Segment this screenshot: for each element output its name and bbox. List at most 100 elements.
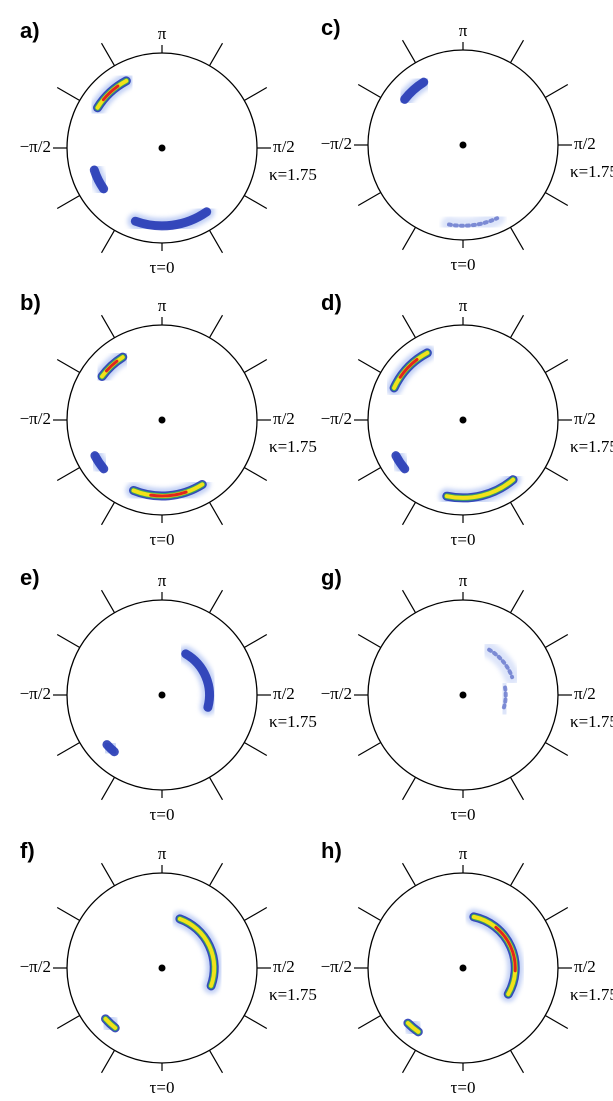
- kappa-label: κ=1.75: [269, 985, 317, 1004]
- tick: [243, 633, 268, 649]
- kappa-label: κ=1.75: [570, 712, 613, 731]
- center-dot: [459, 691, 467, 699]
- kappa-label: κ=1.75: [570, 985, 613, 1004]
- density-blob: [177, 916, 217, 988]
- angle-label: −π/2: [20, 409, 51, 428]
- panel-label: c): [321, 15, 341, 40]
- tick: [357, 1014, 382, 1030]
- angle-label: π: [158, 24, 167, 43]
- tick: [357, 83, 382, 99]
- tick: [56, 633, 81, 649]
- center-dot: [158, 416, 166, 424]
- angle-label: π/2: [574, 409, 596, 428]
- angle-label: τ=0: [150, 1078, 175, 1097]
- density-blob: [446, 216, 500, 228]
- tick: [243, 1014, 268, 1030]
- tick: [208, 42, 224, 67]
- tick: [357, 466, 382, 482]
- kappa-label: κ=1.75: [269, 437, 317, 456]
- tick: [509, 862, 525, 887]
- angle-label: π/2: [273, 137, 295, 156]
- tick: [357, 741, 382, 757]
- tick: [544, 633, 569, 649]
- tick: [544, 741, 569, 757]
- density-blob: [398, 358, 419, 379]
- angle-label: π/2: [273, 409, 295, 428]
- density-blob: [487, 647, 515, 680]
- angle-label: π: [158, 844, 167, 863]
- panel-label: g): [321, 565, 342, 590]
- tick: [208, 314, 224, 339]
- tick: [509, 776, 525, 801]
- tick: [243, 86, 268, 102]
- density-blob: [149, 490, 188, 498]
- tick: [100, 862, 116, 887]
- polar-panel: f) π −π/2 π/2 κ=1.75 τ=0: [20, 838, 317, 1097]
- density-blob: [103, 1016, 118, 1030]
- center-dot: [459, 141, 467, 149]
- density-blob: [400, 77, 429, 104]
- tick: [208, 1049, 224, 1074]
- density-blob: [501, 685, 508, 712]
- tick: [357, 358, 382, 374]
- angle-label: τ=0: [150, 258, 175, 277]
- angle-label: π: [459, 844, 468, 863]
- angle-label: π: [158, 296, 167, 315]
- angle-label: −π/2: [20, 684, 51, 703]
- tick: [544, 358, 569, 374]
- tick: [509, 589, 525, 614]
- angle-label: τ=0: [451, 1078, 476, 1097]
- tick: [100, 42, 116, 67]
- tick: [56, 86, 81, 102]
- polar-panel: h) π −π/2 π/2 κ=1.75 τ=0: [321, 838, 613, 1097]
- tick: [357, 191, 382, 207]
- density-blob: [101, 84, 120, 102]
- kappa-label: κ=1.75: [269, 165, 317, 184]
- center-dot: [158, 964, 166, 972]
- tick: [56, 741, 81, 757]
- tick: [357, 633, 382, 649]
- polar-panel: a) π −π/2 π/2 κ=1.75 τ=0: [20, 18, 317, 277]
- density-blob: [181, 649, 214, 712]
- density-blob: [494, 925, 517, 973]
- tick: [56, 194, 81, 210]
- angle-label: π/2: [273, 684, 295, 703]
- tick: [401, 39, 417, 64]
- tick: [401, 589, 417, 614]
- tick: [100, 229, 116, 254]
- tick: [100, 776, 116, 801]
- panel-label: h): [321, 838, 342, 863]
- tick: [401, 226, 417, 251]
- angle-label: π/2: [273, 957, 295, 976]
- angle-label: τ=0: [150, 805, 175, 824]
- tick: [401, 776, 417, 801]
- tick: [208, 776, 224, 801]
- tick: [509, 314, 525, 339]
- angle-label: −π/2: [321, 684, 352, 703]
- tick: [208, 589, 224, 614]
- angle-label: −π/2: [20, 957, 51, 976]
- angle-label: −π/2: [321, 957, 352, 976]
- tick: [509, 226, 525, 251]
- tick: [544, 906, 569, 922]
- panel-label: f): [20, 838, 35, 863]
- tick: [401, 501, 417, 526]
- tick: [56, 466, 81, 482]
- kappa-label: κ=1.75: [570, 437, 613, 456]
- tick: [100, 314, 116, 339]
- polar-panel: c) π −π/2 π/2 κ=1.75 τ=0: [321, 15, 613, 274]
- panel-label: b): [20, 290, 41, 315]
- angle-label: π/2: [574, 684, 596, 703]
- angle-label: π: [158, 571, 167, 590]
- angle-label: τ=0: [451, 255, 476, 274]
- tick: [401, 1049, 417, 1074]
- tick: [243, 358, 268, 374]
- density-blob: [405, 1021, 421, 1034]
- tick: [544, 466, 569, 482]
- center-dot: [158, 691, 166, 699]
- angle-label: π/2: [574, 134, 596, 153]
- panel-label: d): [321, 290, 342, 315]
- panel-label: a): [20, 18, 40, 43]
- angle-label: π: [459, 571, 468, 590]
